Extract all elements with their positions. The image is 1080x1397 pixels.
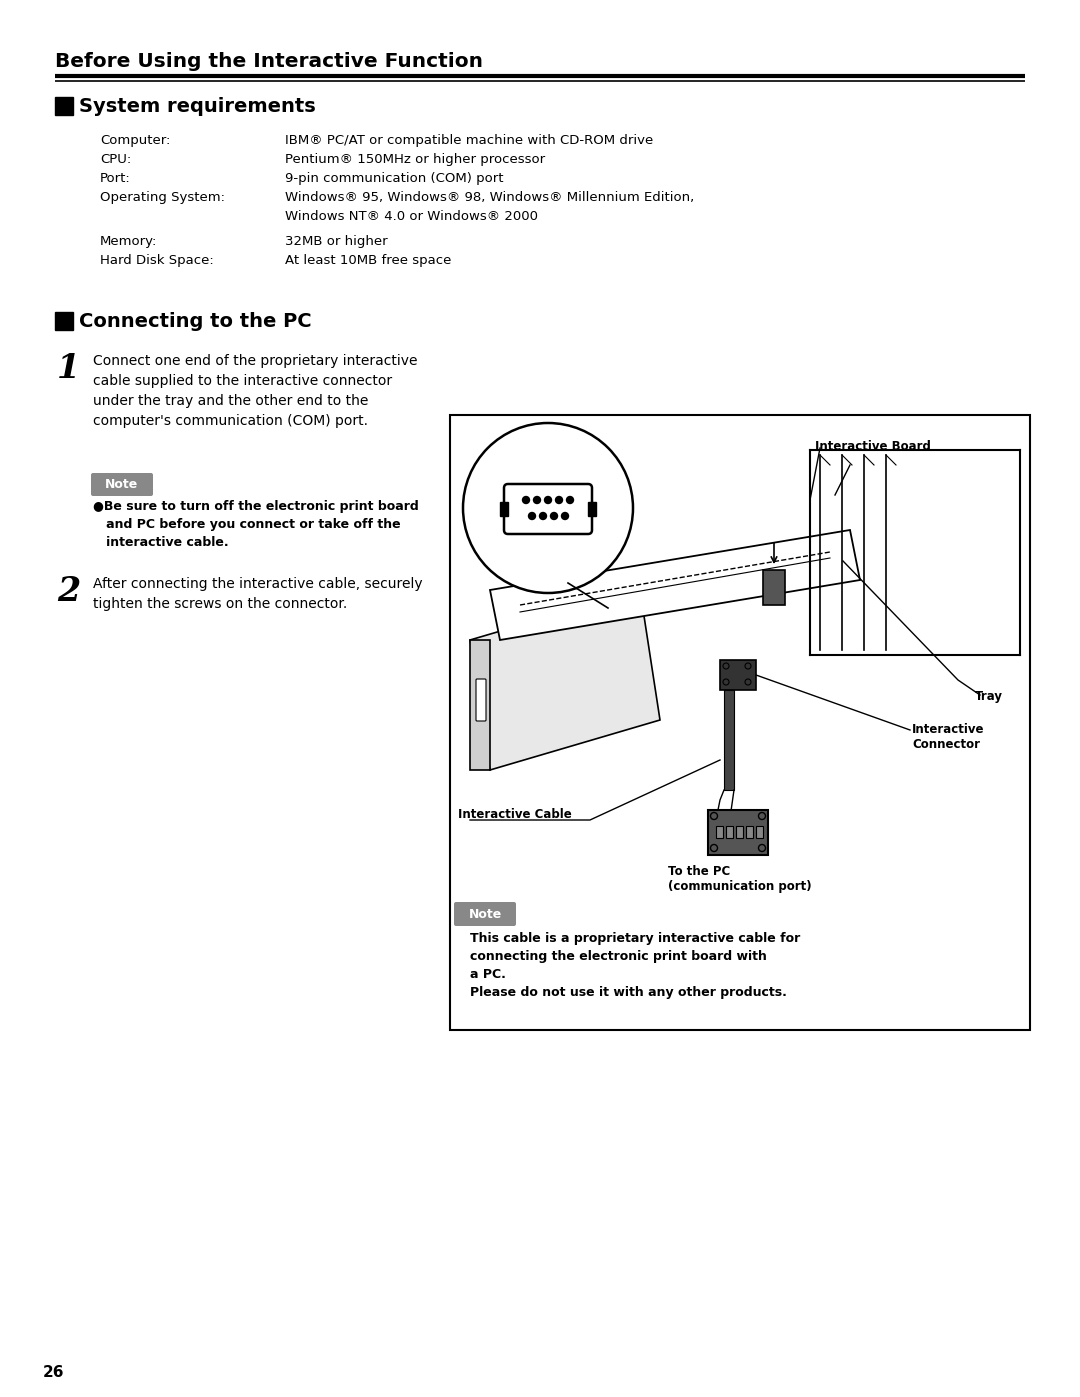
FancyBboxPatch shape	[476, 679, 486, 721]
Circle shape	[528, 513, 536, 520]
Text: At least 10MB free space: At least 10MB free space	[285, 254, 451, 267]
Bar	[450, 415, 1030, 1030]
Circle shape	[555, 496, 563, 503]
Text: Windows® 95, Windows® 98, Windows® Millennium Edition,: Windows® 95, Windows® 98, Windows® Mille…	[285, 191, 694, 204]
Text: Interactive Board: Interactive Board	[815, 440, 931, 453]
Text: After connecting the interactive cable, securely
tighten the screws on the conne: After connecting the interactive cable, …	[93, 577, 422, 610]
Circle shape	[534, 496, 540, 503]
Text: Port:: Port:	[100, 172, 131, 184]
Text: Connecting to the PC: Connecting to the PC	[79, 312, 312, 331]
Text: This cable is a proprietary interactive cable for
connecting the electronic prin: This cable is a proprietary interactive …	[470, 932, 800, 999]
Text: Note: Note	[469, 908, 501, 921]
Text: Before Using the Interactive Function: Before Using the Interactive Function	[55, 52, 483, 71]
Text: System requirements: System requirements	[79, 96, 315, 116]
Bar	[55, 312, 73, 330]
Text: Windows NT® 4.0 or Windows® 2000: Windows NT® 4.0 or Windows® 2000	[285, 210, 538, 224]
Text: To the PC
(communication port): To the PC (communication port)	[669, 865, 812, 893]
Text: Computer:: Computer:	[100, 134, 171, 147]
Circle shape	[562, 513, 568, 520]
Circle shape	[544, 496, 552, 503]
Bar	[762, 570, 785, 605]
Circle shape	[551, 513, 557, 520]
Text: Connect one end of the proprietary interactive
cable supplied to the interactive: Connect one end of the proprietary inter…	[93, 353, 418, 427]
Text: 1: 1	[57, 352, 80, 386]
Bar	[726, 826, 733, 838]
FancyBboxPatch shape	[454, 902, 516, 926]
Text: Operating System:: Operating System:	[100, 191, 225, 204]
Polygon shape	[490, 529, 860, 640]
Text: Hard Disk Space:: Hard Disk Space:	[100, 254, 214, 267]
Polygon shape	[724, 690, 734, 789]
Text: Note: Note	[106, 478, 138, 490]
Circle shape	[540, 513, 546, 520]
Text: CPU:: CPU:	[100, 154, 132, 166]
Text: Tray: Tray	[975, 690, 1003, 703]
Circle shape	[523, 496, 529, 503]
Circle shape	[567, 496, 573, 503]
Bar	[55, 96, 73, 115]
Bar	[756, 826, 762, 838]
Text: 26: 26	[43, 1365, 65, 1380]
Text: Interactive Cable: Interactive Cable	[458, 807, 571, 820]
Text: 9-pin communication (COM) port: 9-pin communication (COM) port	[285, 172, 503, 184]
Text: Pentium® 150MHz or higher processor: Pentium® 150MHz or higher processor	[285, 154, 545, 166]
Bar	[708, 810, 768, 855]
Text: IBM® PC/AT or compatible machine with CD-ROM drive: IBM® PC/AT or compatible machine with CD…	[285, 134, 653, 147]
Bar	[735, 826, 743, 838]
Polygon shape	[470, 590, 660, 770]
Bar	[500, 502, 508, 515]
Bar	[716, 826, 723, 838]
Bar	[588, 502, 596, 515]
Text: ●Be sure to turn off the electronic print board
   and PC before you connect or : ●Be sure to turn off the electronic prin…	[93, 500, 419, 549]
Circle shape	[463, 423, 633, 592]
FancyBboxPatch shape	[504, 483, 592, 534]
Text: Memory:: Memory:	[100, 235, 158, 249]
Polygon shape	[470, 640, 490, 770]
Text: 2: 2	[57, 576, 80, 608]
FancyBboxPatch shape	[91, 474, 153, 496]
Bar	[720, 659, 756, 690]
Text: Interactive
Connector: Interactive Connector	[912, 724, 985, 752]
Bar	[746, 826, 753, 838]
Text: 32MB or higher: 32MB or higher	[285, 235, 388, 249]
